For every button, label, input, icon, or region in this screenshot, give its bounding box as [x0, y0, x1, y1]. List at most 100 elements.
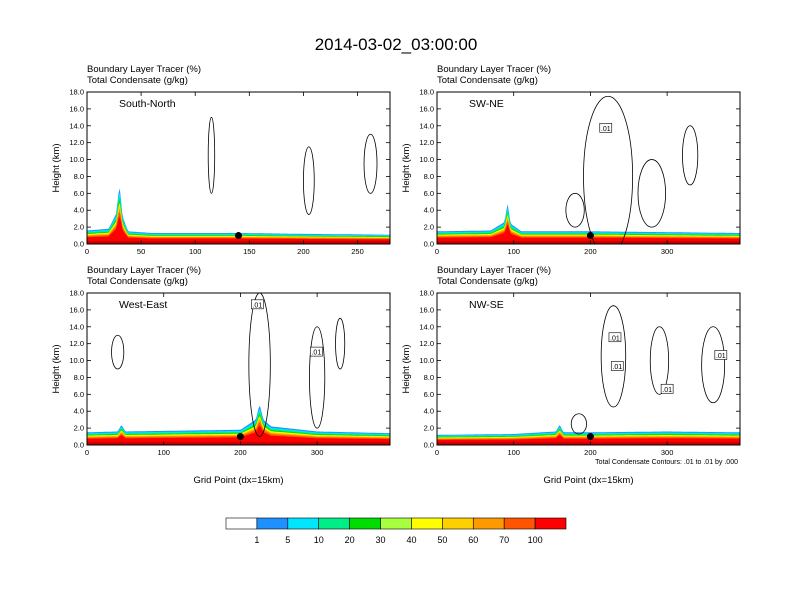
panel-name: NW-SE — [469, 299, 504, 311]
y-tick-label: 14.0 — [419, 322, 434, 331]
plot-frame — [86, 292, 391, 446]
contour-label: .01 — [716, 353, 726, 360]
figure-title: 2014-03-02_03:00:00 — [315, 35, 478, 54]
condensate-contour — [701, 326, 726, 404]
panel-subtitle: Boundary Layer Tracer (%) — [437, 265, 551, 276]
panel-subtitle: Boundary Layer Tracer (%) — [87, 265, 201, 276]
condensate-contour — [600, 305, 627, 408]
tracer-band-8 — [87, 425, 390, 445]
y-tick-label: 6.0 — [74, 390, 84, 399]
location-marker — [236, 433, 244, 441]
y-tick-label: 18.0 — [419, 289, 434, 298]
y-tick-label: 10.0 — [69, 155, 84, 164]
contour-label-box — [599, 123, 613, 133]
y-tick-label: 12.0 — [419, 339, 434, 348]
x-tick-label: 100 — [507, 448, 520, 457]
condensate-contour — [309, 326, 326, 429]
x-tick-label: 200 — [584, 247, 597, 256]
colorbar-label: 5 — [285, 535, 290, 545]
condensate-contour — [682, 125, 699, 186]
condensate-contour — [111, 334, 125, 370]
panel-nw-se: Boundary Layer Tracer (%)Total Condensat… — [401, 265, 741, 486]
y-tick-label: 10.0 — [419, 356, 434, 365]
y-tick-label: 2.0 — [424, 223, 434, 232]
y-tick-label: 16.0 — [69, 104, 84, 113]
y-tick-label: 12.0 — [69, 339, 84, 348]
y-tick-label: 6.0 — [424, 189, 434, 198]
y-tick-label: 0.0 — [424, 441, 434, 450]
condensate-contour — [565, 192, 585, 228]
condensate-contour — [207, 116, 216, 194]
contour-label-box — [608, 332, 622, 343]
x-tick-label: 150 — [243, 247, 256, 256]
panel-subtitle-2: Total Condensate (g/kg) — [437, 75, 538, 86]
colorbar-swatch — [411, 517, 443, 530]
y-tick-label: 8.0 — [424, 373, 434, 382]
panel-south-north: Boundary Layer Tracer (%)Total Condensat… — [51, 64, 391, 256]
y-tick-label: 0.0 — [74, 240, 84, 249]
terrain-strip — [437, 241, 740, 244]
x-tick-label: 100 — [189, 247, 202, 256]
condensate-contour — [637, 159, 666, 228]
x-tick-label: 250 — [351, 247, 364, 256]
contour-label: .01 — [610, 335, 620, 342]
terrain-strip — [87, 241, 390, 244]
tracer-field — [87, 293, 390, 445]
colorbar-label: 100 — [528, 535, 543, 545]
colorbar-swatch — [380, 517, 412, 530]
location-marker — [586, 232, 594, 240]
plot-frame — [436, 292, 741, 446]
x-tick-label: 200 — [584, 448, 597, 457]
y-tick-label: 2.0 — [424, 424, 434, 433]
contour-label: .01 — [662, 387, 672, 394]
x-tick-label: 0 — [85, 448, 89, 457]
tracer-band-8 — [437, 224, 740, 244]
x-tick-label: 200 — [297, 247, 310, 256]
colorbar-swatch — [472, 517, 505, 530]
condensate-contour — [583, 95, 634, 244]
y-tick-label: 6.0 — [424, 390, 434, 399]
x-tick-label: 50 — [137, 247, 145, 256]
y-tick-label: 16.0 — [419, 305, 434, 314]
condensate-contour — [303, 146, 315, 215]
colorbar-swatch — [225, 517, 258, 530]
plot-frame — [86, 91, 391, 245]
colorbar-swatch — [534, 517, 567, 530]
y-tick-label: 10.0 — [419, 155, 434, 164]
colorbar-label: 60 — [468, 535, 478, 545]
panel-name: South-North — [119, 98, 176, 110]
plot-frame — [436, 91, 741, 245]
y-tick-label: 8.0 — [74, 373, 84, 382]
colorbar-label: 10 — [314, 535, 324, 545]
x-tick-label: 100 — [157, 448, 170, 457]
colorbar-label: 20 — [345, 535, 355, 545]
y-axis-label: Height (km) — [51, 344, 62, 393]
colorbar-label: 30 — [376, 535, 386, 545]
terrain-strip — [87, 442, 390, 445]
y-tick-label: 4.0 — [424, 407, 434, 416]
contour-label-box — [610, 361, 624, 371]
y-tick-label: 12.0 — [69, 138, 84, 147]
contour-label-box — [660, 383, 674, 394]
colorbar-label: 1 — [254, 535, 259, 545]
contour-label: .01 — [311, 350, 321, 357]
colorbar-label: 40 — [406, 535, 416, 545]
x-axis-label: Grid Point (dx=15km) — [193, 475, 283, 486]
tracer-field — [437, 95, 740, 244]
x-tick-label: 300 — [661, 448, 674, 457]
panel-subtitle-2: Total Condensate (g/kg) — [87, 75, 188, 86]
y-tick-label: 6.0 — [74, 189, 84, 198]
x-tick-label: 300 — [661, 247, 674, 256]
y-tick-label: 4.0 — [74, 407, 84, 416]
y-tick-label: 0.0 — [74, 441, 84, 450]
x-axis-label: Grid Point (dx=15km) — [543, 475, 633, 486]
panel-subtitle-2: Total Condensate (g/kg) — [87, 276, 188, 287]
y-tick-label: 8.0 — [74, 172, 84, 181]
tracer-field — [87, 116, 390, 244]
y-tick-label: 16.0 — [69, 305, 84, 314]
colorbar-swatch — [256, 517, 289, 530]
y-tick-label: 2.0 — [74, 223, 84, 232]
y-tick-label: 2.0 — [74, 424, 84, 433]
condensate-contour — [335, 317, 346, 370]
